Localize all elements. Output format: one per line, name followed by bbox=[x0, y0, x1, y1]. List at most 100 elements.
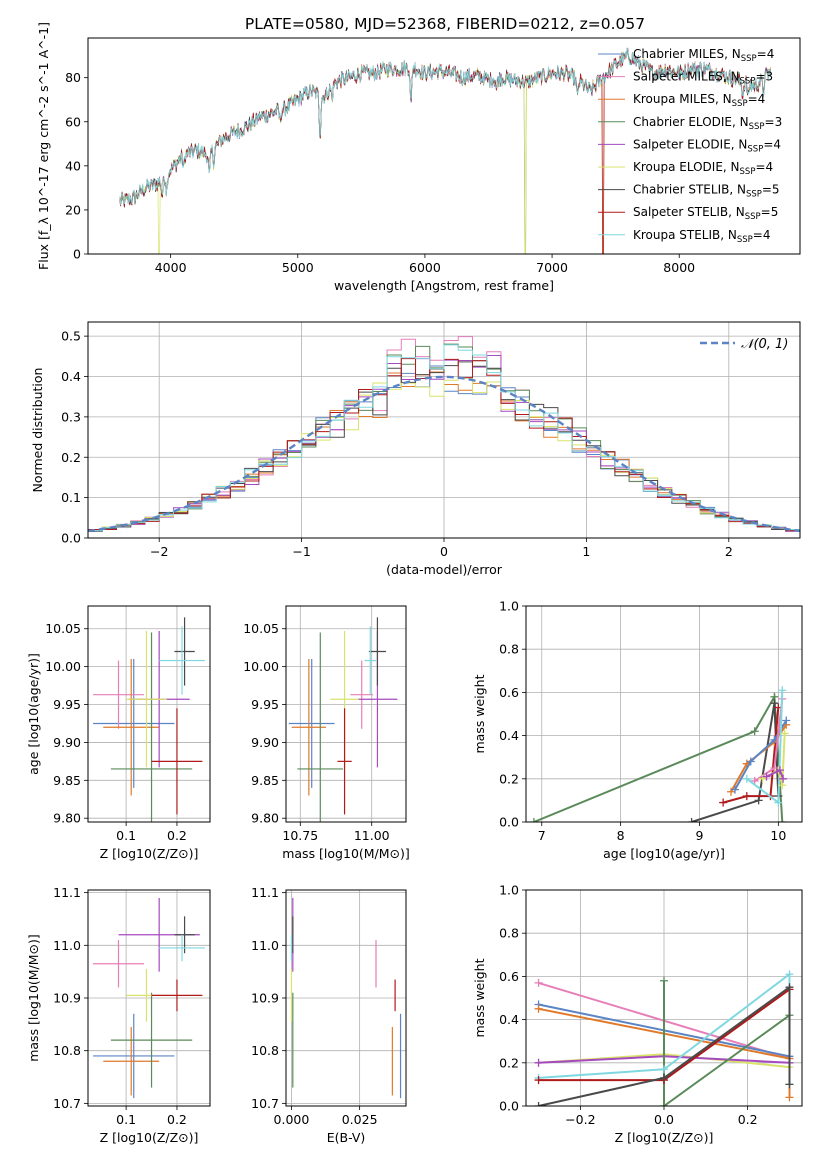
panel-mass_vs_Z: 0.1 0.2 10.7 10.8 10.9 11.0 11.1 Z [log10(Z/Z⊙)… bbox=[26, 885, 211, 1145]
y-axis-label: mass weight bbox=[472, 958, 487, 1037]
weight-marker-salpeter_stelib bbox=[534, 1076, 543, 1085]
axes-frame bbox=[87, 605, 211, 823]
panel-spectrum: 4000 5000 6000 7000 8000 0 20 40 60 80 wavelength … bbox=[36, 22, 801, 293]
y-tick-label: 0.2 bbox=[499, 771, 519, 786]
weight-marker-chabrier_miles bbox=[746, 757, 755, 766]
y-tick-label: 0 bbox=[73, 247, 81, 262]
x-tick-label: 7 bbox=[538, 828, 546, 843]
x-tick-label: 0.1 bbox=[116, 1112, 136, 1127]
x-tick-label: 11.00 bbox=[354, 828, 390, 843]
x-tick-label: −1 bbox=[292, 544, 310, 559]
axes-frame bbox=[285, 889, 407, 1107]
panel-age_vs_mass: 10.75 11.00 9.80 9.85 9.90 9.95 10.00 10.05 mass… bbox=[243, 605, 410, 861]
x-tick-label: 0.2 bbox=[738, 1112, 758, 1127]
spectrum-line-salpeter_stelib bbox=[119, 47, 771, 254]
x-tick-label: 0.025 bbox=[342, 1112, 378, 1127]
weight-marker-kroupa_stelib bbox=[778, 686, 787, 695]
y-axis-label: Normed distribution bbox=[30, 368, 45, 493]
y-tick-label: 10.05 bbox=[45, 621, 81, 636]
y-tick-label: 0.3 bbox=[61, 409, 81, 424]
y-tick-label: 0.2 bbox=[499, 1055, 519, 1070]
x-axis-label: (data-model)/error bbox=[386, 562, 503, 577]
weight-marker-salpeter_elodie bbox=[534, 1058, 543, 1067]
weight-marker-chabrier_elodie bbox=[750, 727, 759, 736]
x-tick-label: 8 bbox=[617, 828, 625, 843]
legend-label-normal: 𝒩(0, 1) bbox=[741, 337, 788, 352]
legend-label-chabrier_miles: Chabrier MILES, NSSP=4 bbox=[633, 47, 774, 64]
y-tick-label: 10.00 bbox=[243, 659, 279, 674]
y-tick-label: 0.4 bbox=[499, 728, 519, 743]
y-tick-label: 0.6 bbox=[499, 685, 519, 700]
weight-marker-kroupa_elodie bbox=[778, 781, 787, 790]
axes-frame bbox=[87, 889, 211, 1107]
figure-title: PLATE=0580, MJD=52368, FIBERID=0212, z=0… bbox=[245, 15, 645, 33]
y-tick-label: 1.0 bbox=[499, 883, 519, 898]
weight-marker-chabrier_stelib bbox=[785, 983, 794, 992]
x-tick-label: −0.2 bbox=[565, 1112, 595, 1127]
weight-marker-chabrier_stelib bbox=[785, 1080, 794, 1089]
x-axis-label: Z [log10(Z/Z⊙)] bbox=[100, 846, 199, 861]
weight-marker-kroupa_miles bbox=[785, 1093, 794, 1102]
weight-marker-salpeter_elodie bbox=[775, 766, 784, 775]
legend-label-kroupa_stelib: Kroupa STELIB, NSSP=4 bbox=[633, 228, 771, 245]
weight-line-chabrier_elodie bbox=[663, 980, 791, 1106]
weight-line-salpeter_stelib bbox=[722, 707, 780, 804]
x-tick-label: 10 bbox=[770, 828, 786, 843]
y-tick-label: 80 bbox=[65, 70, 81, 85]
weight-marker-chabrier_elodie bbox=[778, 818, 787, 822]
y-tick-label: 9.95 bbox=[251, 697, 279, 712]
weight-marker-chabrier_stelib bbox=[770, 699, 779, 708]
y-tick-label: 10.00 bbox=[45, 659, 81, 674]
spectrum-line-kroupa_stelib bbox=[119, 47, 771, 205]
y-axis-label: age [log10(age/yr)] bbox=[26, 653, 41, 775]
y-tick-label: 10.7 bbox=[53, 1096, 81, 1111]
weight-marker-chabrier_stelib bbox=[660, 1073, 668, 1082]
x-tick-label: 8000 bbox=[663, 260, 695, 275]
histogram-chabrier_stelib bbox=[88, 361, 800, 534]
x-tick-label: 5000 bbox=[282, 260, 314, 275]
y-tick-label: 0.5 bbox=[61, 329, 81, 344]
weight-marker-chabrier_miles bbox=[782, 716, 791, 725]
x-tick-label: −2 bbox=[150, 544, 168, 559]
x-tick-label: 2 bbox=[725, 544, 733, 559]
normal-reference-curve bbox=[88, 375, 800, 533]
weight-marker-salpeter_elodie bbox=[762, 772, 771, 781]
x-tick-label: 0.1 bbox=[116, 828, 136, 843]
y-tick-label: 11.0 bbox=[251, 938, 279, 953]
y-tick-label: 0.2 bbox=[61, 450, 81, 465]
y-tick-label: 10.8 bbox=[53, 1043, 81, 1058]
x-tick-label: 9 bbox=[696, 828, 704, 843]
x-axis-label: wavelength [Angstrom, rest frame] bbox=[334, 278, 554, 293]
legend-label-salpeter_stelib: Salpeter STELIB, NSSP=5 bbox=[633, 205, 778, 222]
y-tick-label: 10.9 bbox=[53, 991, 81, 1006]
x-axis-label: E(B-V) bbox=[327, 1130, 366, 1145]
y-tick-label: 10.8 bbox=[251, 1043, 279, 1058]
panel-weight_vs_Z: −0.2 0.0 0.2 0.0 0.2 0.4 0.6 0.8 1.0 Z [log10(Z/Z… bbox=[472, 883, 803, 1145]
y-tick-label: 0.8 bbox=[499, 926, 519, 941]
axes-frame bbox=[525, 605, 803, 823]
axes-frame bbox=[87, 37, 801, 255]
y-axis-label: mass weight bbox=[472, 674, 487, 753]
panel-residuals: −2 −1 0 1 2 0.0 0.1 0.2 0.3 0.4 0.5 (data-model)/er… bbox=[30, 321, 801, 577]
y-tick-label: 0.4 bbox=[499, 1012, 519, 1027]
spectrum-legend: Chabrier MILES, NSSP=4 Salpeter MILES, NS… bbox=[598, 47, 782, 245]
y-tick-label: 9.80 bbox=[251, 811, 279, 826]
weight-marker-kroupa_stelib bbox=[742, 774, 751, 783]
y-tick-label: 0.0 bbox=[61, 531, 81, 546]
axes-frame bbox=[285, 605, 407, 823]
weight-marker-chabrier_miles bbox=[730, 785, 739, 794]
weight-line-chabrier_stelib bbox=[691, 703, 780, 822]
weight-marker-chabrier_stelib bbox=[754, 796, 763, 805]
weight-line-chabrier_elodie bbox=[533, 693, 784, 822]
panel-mass_vs_ebv: 0.000 0.025 10.7 10.8 10.9 11.0 11.1 E(B-V) bbox=[251, 885, 407, 1145]
x-tick-label: 0.2 bbox=[167, 828, 187, 843]
x-tick-label: 0.2 bbox=[167, 1112, 187, 1127]
weight-marker-salpeter_elodie bbox=[779, 774, 788, 783]
axes-frame bbox=[87, 321, 801, 539]
x-axis-label: age [log10(age/yr)] bbox=[603, 846, 725, 861]
x-tick-label: 0.0 bbox=[654, 1112, 674, 1127]
y-tick-label: 20 bbox=[65, 202, 81, 217]
weight-line-chabrier_stelib bbox=[538, 985, 791, 1106]
x-tick-label: 4000 bbox=[155, 260, 187, 275]
